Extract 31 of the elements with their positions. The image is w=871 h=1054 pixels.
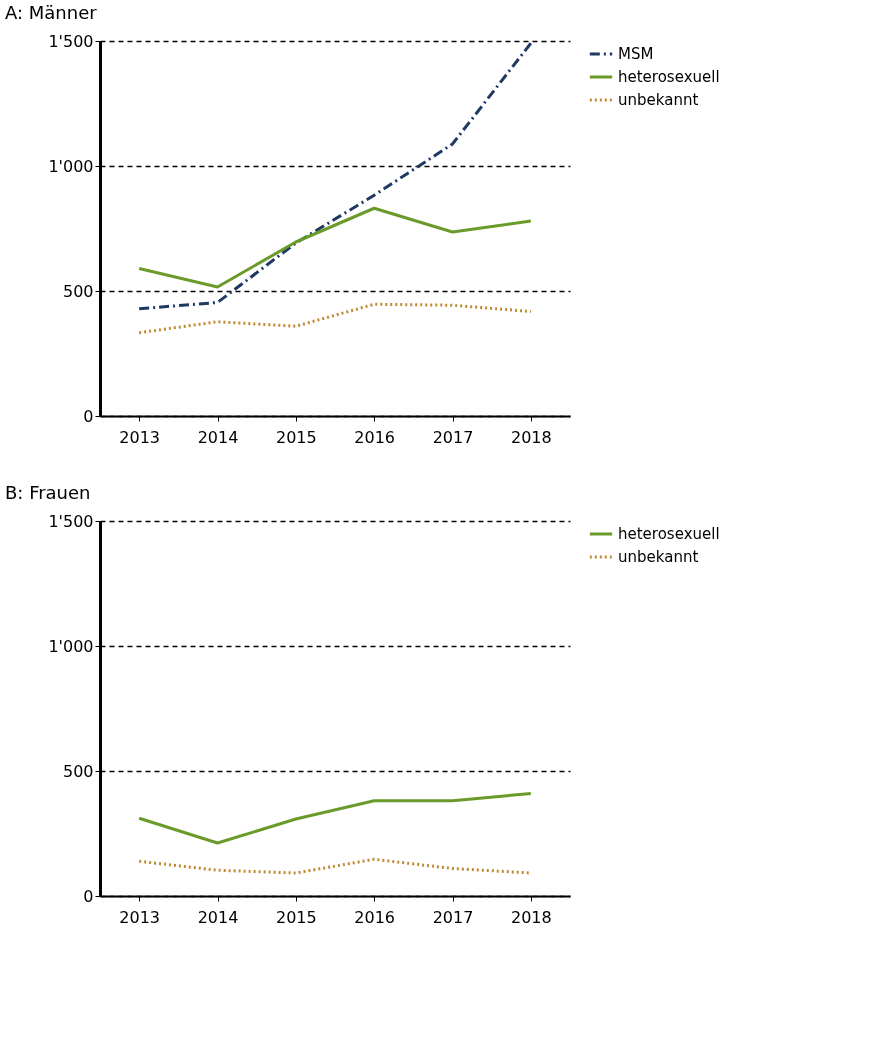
- y-tick-label: 0: [83, 406, 94, 426]
- x-tick-label: 2018: [510, 907, 552, 927]
- y-tick-label: 500: [62, 761, 94, 781]
- x-tick-label: 2014: [197, 907, 239, 927]
- x-tick-label: 2013: [119, 907, 161, 927]
- legend-label: unbekannt: [618, 548, 699, 566]
- x-tick-label: 2017: [432, 427, 474, 447]
- y-tick-label: 1'000: [48, 156, 94, 176]
- x-tick-label: 2015: [275, 427, 317, 447]
- legend-label: MSM: [618, 45, 654, 63]
- y-tick-label: 1'500: [48, 31, 94, 51]
- line-series: [137, 41, 533, 311]
- x-tick-label: 2014: [197, 427, 239, 447]
- x-tick-label: 2017: [432, 907, 474, 927]
- x-tick-label: 2016: [354, 907, 396, 927]
- x-tick-label: 2016: [354, 427, 396, 447]
- x-tick-label: 2015: [275, 907, 317, 927]
- legend-label: heterosexuell: [618, 525, 720, 543]
- x-tick-label: 2013: [119, 427, 161, 447]
- chart-title: A: Männer: [5, 2, 98, 23]
- x-tick-label: 2018: [510, 427, 552, 447]
- y-tick-label: 1'500: [48, 511, 94, 531]
- y-tick-label: 1'000: [48, 636, 94, 656]
- line-series: [137, 302, 533, 335]
- chart-title: B: Frauen: [5, 482, 91, 503]
- line-series: [137, 206, 533, 289]
- legend-label: unbekannt: [618, 91, 699, 109]
- y-tick-label: 500: [62, 281, 94, 301]
- legend-label: heterosexuell: [618, 68, 720, 86]
- y-tick-label: 0: [83, 886, 94, 906]
- line-series: [137, 792, 533, 845]
